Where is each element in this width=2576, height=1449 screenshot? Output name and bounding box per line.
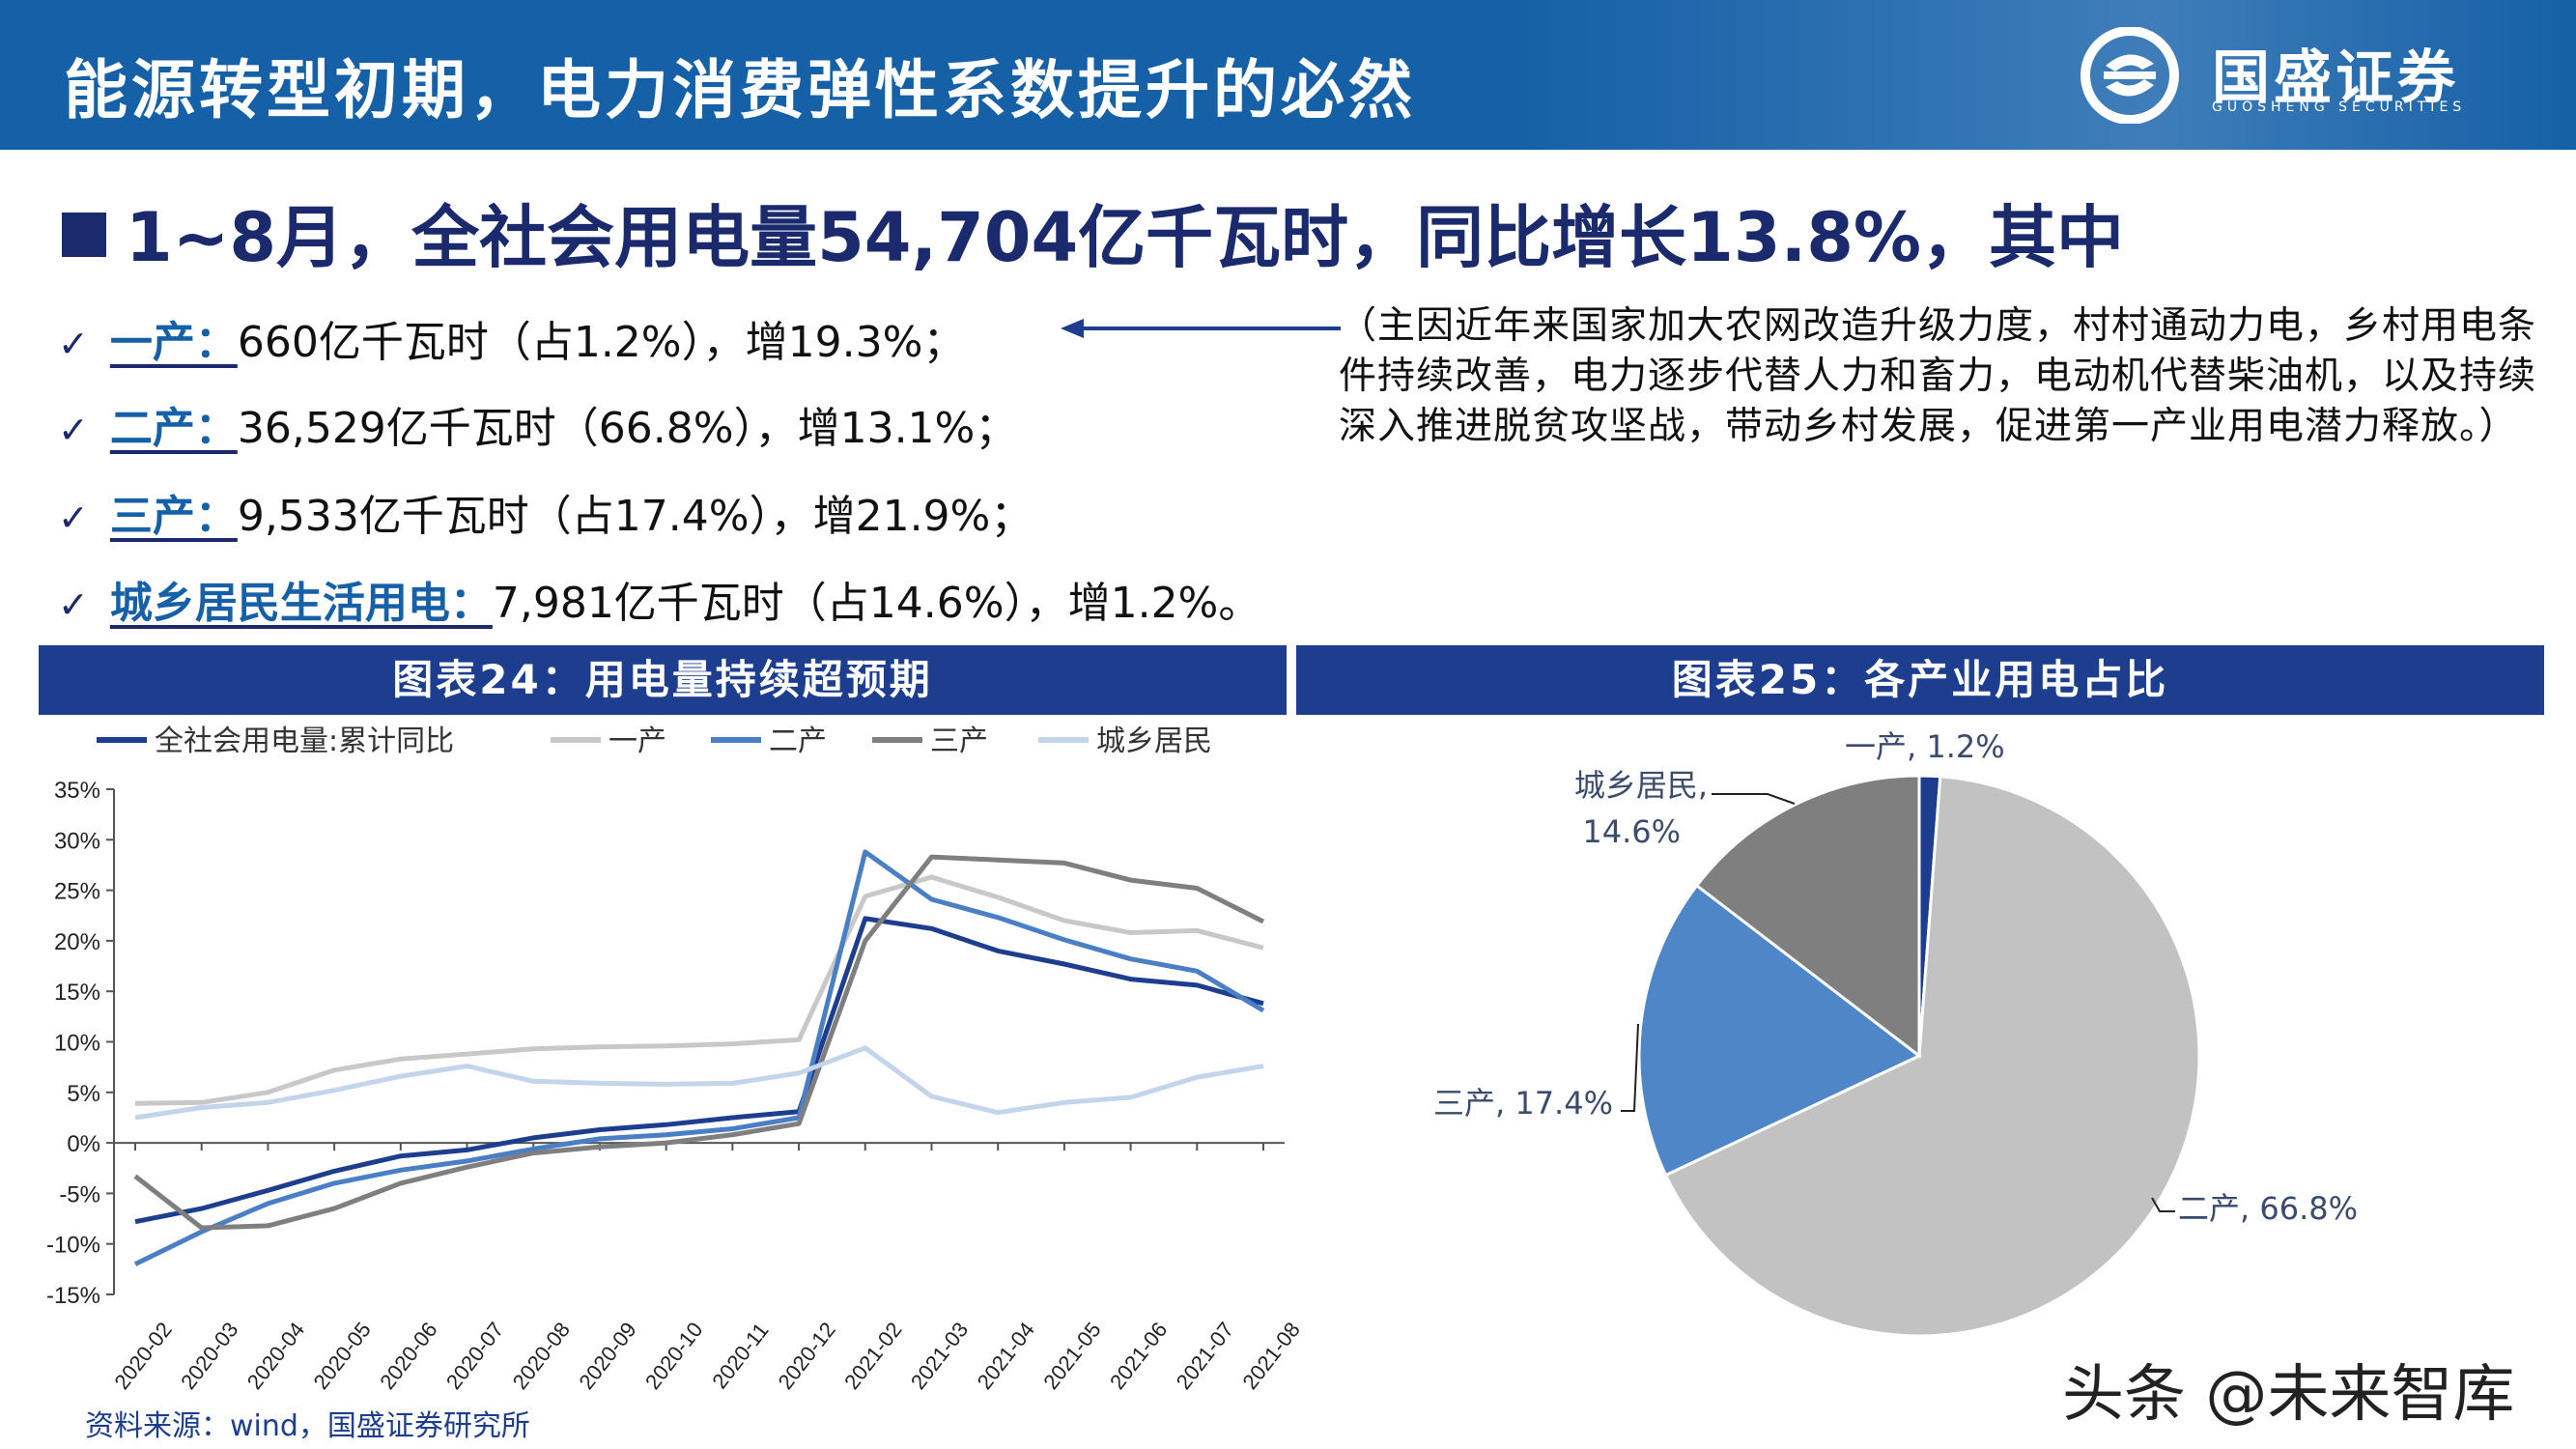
- bullet-text: 660亿千瓦时（占1.2%），增19.3%；: [237, 318, 966, 367]
- y-tick-label: -10%: [46, 1233, 100, 1259]
- bullet-item: ✓ 城乡居民生活用电：7,981亿千瓦时（占14.6%），增1.2%。: [58, 568, 1260, 630]
- series-line-3: [133, 854, 1265, 1231]
- bullet-item: ✓ 一产：660亿千瓦时（占1.2%），增19.3%；: [58, 307, 965, 369]
- logo-icon: [2081, 27, 2179, 124]
- y-tick-label: 10%: [54, 1031, 100, 1057]
- y-tick-label: -15%: [46, 1283, 100, 1309]
- y-tick-label: 0%: [67, 1131, 100, 1157]
- pie-slice-1: [1663, 775, 2201, 1338]
- y-tick-label: 20%: [54, 929, 100, 955]
- pie-slice-3: [1694, 774, 1921, 1060]
- y-tick-label: 25%: [54, 879, 100, 905]
- bullet-text: 9,533亿千瓦时（占17.4%），增21.9%；: [237, 492, 1033, 541]
- header-bar: 能源转型初期，电力消费弹性系数提升的必然 国盛证券 GUOSHENG SECUR…: [0, 0, 2576, 150]
- chart25-header: 图表25：各产业用电占比: [1296, 645, 2544, 715]
- bullet-item: ✓ 三产：9,533亿千瓦时（占17.4%），增21.9%；: [58, 481, 1033, 543]
- headline: 1~8月，全社会用电量54,704亿千瓦时，同比增长13.8%，其中: [62, 184, 2124, 281]
- logo-subtitle: GUOSHENG SECURITIES: [2212, 99, 2467, 115]
- square-bullet-icon: [62, 213, 106, 257]
- watermark: 头条 @未来智库: [2062, 1359, 2515, 1431]
- pie-leader-line: [1621, 1023, 1639, 1112]
- header-light: [1514, 0, 2576, 150]
- check-icon: ✓: [58, 409, 89, 451]
- chart24-header: 图表24：用电量持续超预期: [39, 645, 1287, 715]
- headline-text: 1~8月，全社会用电量54,704亿千瓦时，同比增长13.8%，其中: [126, 198, 2125, 277]
- y-tick-label: 5%: [67, 1081, 100, 1107]
- pie-label: 14.6%: [1582, 813, 1681, 850]
- check-icon: ✓: [58, 323, 89, 365]
- page-title: 能源转型初期，电力消费弹性系数提升的必然: [64, 52, 1416, 128]
- series-line-2: [133, 849, 1265, 1266]
- series-line-0: [134, 916, 1264, 1225]
- legend-label: 城乡居民: [1096, 724, 1212, 758]
- legend-label: 全社会用电量:累计同比: [155, 724, 454, 758]
- bullet-label: 一产：: [109, 318, 238, 367]
- pie-label: 城乡居民,: [1574, 767, 1708, 804]
- explanation-note: （主因近年来国家加大农网改造升级力度，村村通动力电，乡村用电条件持续改善，电力逐…: [1339, 304, 2537, 448]
- pie-label: 一产, 1.2%: [1845, 728, 2005, 765]
- legend-label: 三产: [930, 724, 988, 758]
- bullet-label: 城乡居民生活用电：: [109, 579, 493, 628]
- bullet-text: 7,981亿千瓦时（占14.6%），增1.2%。: [492, 579, 1261, 628]
- pie-label: 二产, 66.8%: [2178, 1190, 2358, 1227]
- check-icon: ✓: [58, 497, 89, 539]
- y-tick-label: -5%: [59, 1181, 100, 1208]
- pie-slice-2: [1637, 883, 1922, 1178]
- bullet-label: 二产：: [109, 404, 238, 453]
- series-line-1: [134, 874, 1264, 1106]
- pie-label: 三产, 17.4%: [1433, 1085, 1613, 1122]
- bullet-item: ✓ 二产：36,529亿千瓦时（66.8%），增13.1%；: [58, 393, 1017, 455]
- logo-text: 国盛证券: [2212, 44, 2459, 112]
- bullet-text: 36,529亿千瓦时（66.8%），增13.1%；: [237, 404, 1018, 453]
- y-tick-label: 15%: [54, 980, 100, 1006]
- bullet-label: 三产：: [109, 492, 238, 541]
- pie-leader-line: [2151, 1197, 2175, 1212]
- legend-label: 一产: [609, 724, 666, 758]
- y-tick-label: 35%: [54, 778, 100, 804]
- y-tick-label: 30%: [54, 828, 100, 854]
- legend-label: 二产: [769, 724, 827, 758]
- pie-leader-line: [1712, 793, 1796, 805]
- check-icon: ✓: [58, 583, 89, 626]
- series-line-4: [134, 1045, 1264, 1121]
- source-note: 资料来源：wind，国盛证券研究所: [85, 1409, 530, 1443]
